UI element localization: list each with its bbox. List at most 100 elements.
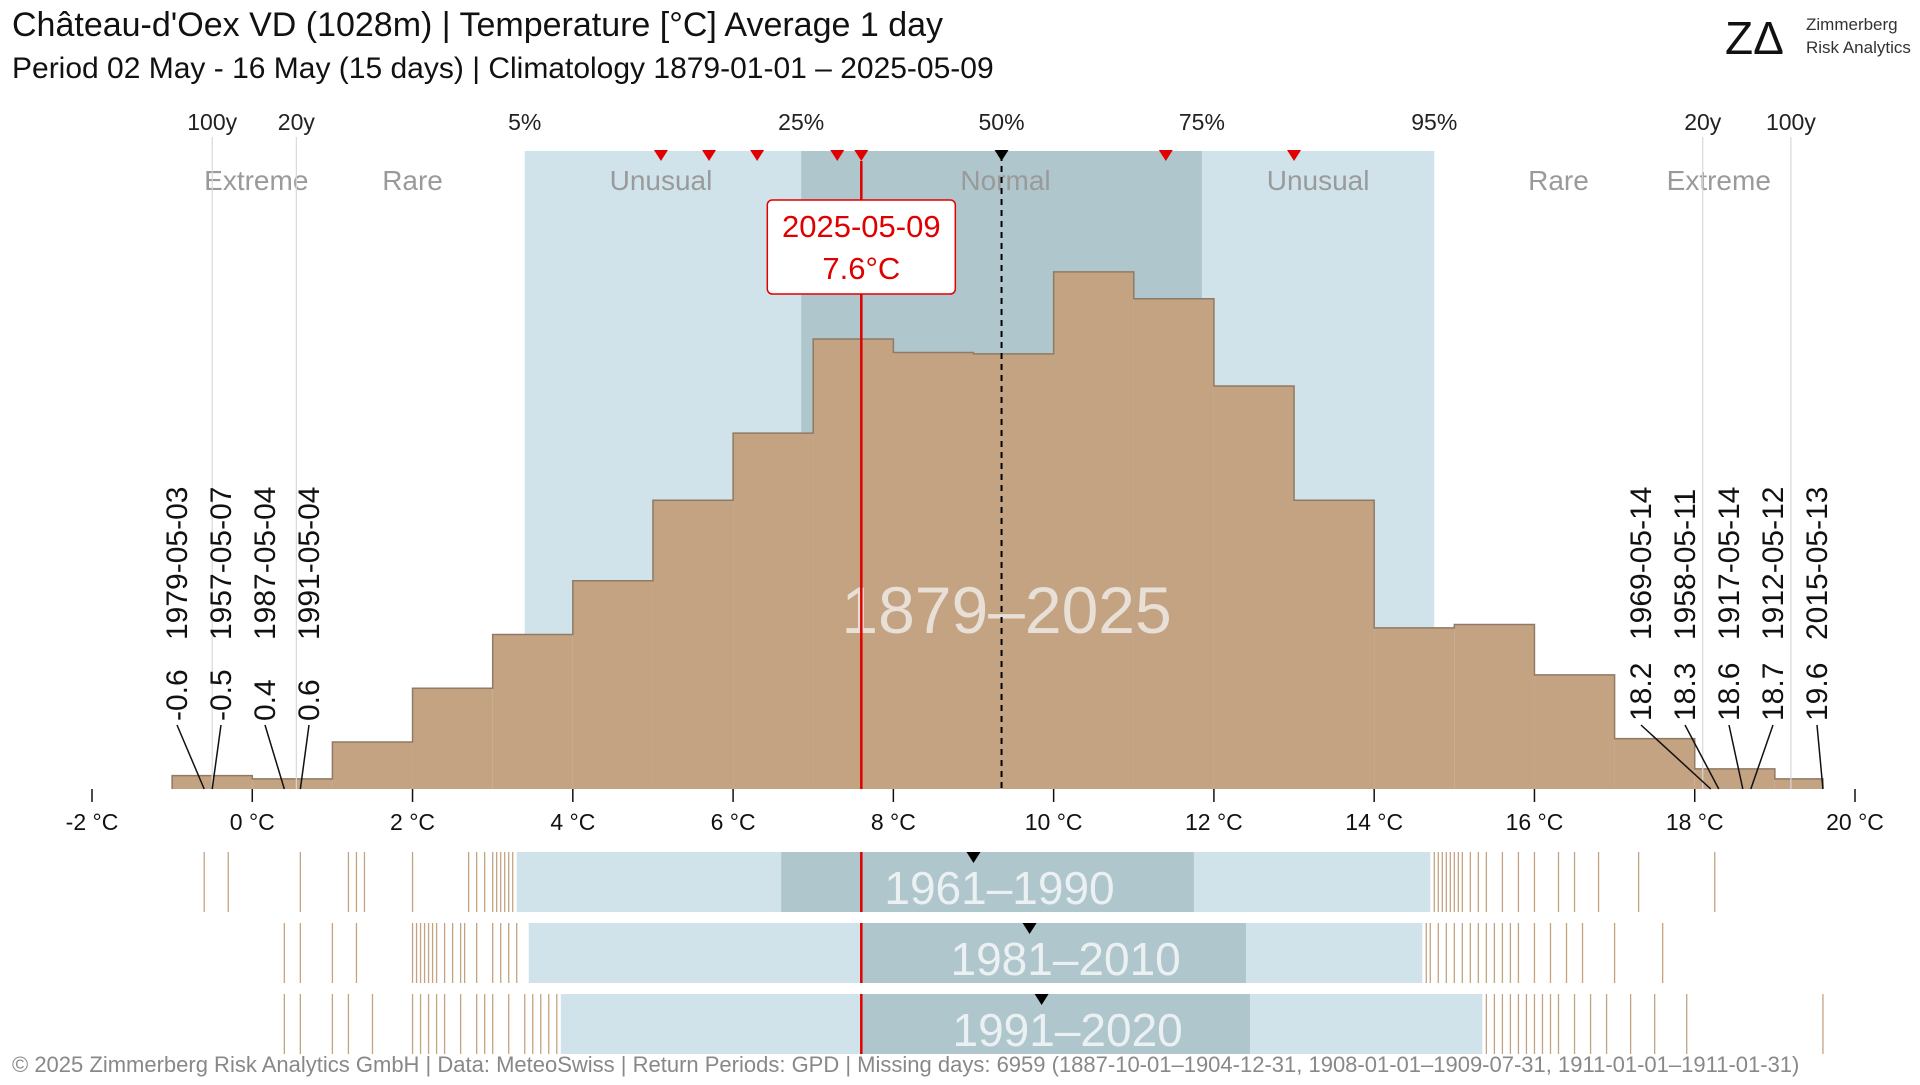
- extreme-low-date-1: 1957-05-07: [205, 487, 238, 640]
- extreme-low-value-2: 0.4: [249, 679, 282, 721]
- histogram-bar-7: [733, 433, 814, 789]
- period-1-band-inner: [861, 923, 1246, 983]
- histogram-bar-3: [412, 688, 493, 789]
- period-2-band-inner: [861, 994, 1250, 1054]
- percentile-label-1: 25%: [778, 109, 824, 135]
- extreme-low-date-2: 1987-05-04: [249, 487, 282, 640]
- recent-marker-6: [1287, 150, 1302, 161]
- return-period-label-0: 100y: [187, 109, 237, 135]
- chart-title: Château-d'Oex VD (1028m) | Temperature […: [12, 6, 943, 44]
- extreme-high-leader-4: [1816, 724, 1824, 790]
- extreme-high-leader-0: [1640, 724, 1712, 790]
- chart-subtitle: Period 02 May - 16 May (15 days) | Clima…: [12, 52, 994, 85]
- return-period-label-3: 100y: [1766, 109, 1816, 135]
- period-2-label: 1991–2020: [953, 1004, 1183, 1056]
- extreme-low-leader-2: [264, 724, 286, 790]
- extreme-high-date-3: 1912-05-12: [1757, 487, 1790, 640]
- x-tick-label-9: 16 °C: [1506, 809, 1564, 835]
- histogram-bar-11: [1053, 271, 1134, 789]
- recent-marker-4: [854, 150, 869, 161]
- category-label-5: Rare: [1528, 165, 1589, 196]
- histogram-bar-2: [332, 741, 413, 789]
- histogram-bar-5: [572, 580, 653, 789]
- x-tick-label-6: 10 °C: [1025, 809, 1083, 835]
- extreme-high-value-1: 18.3: [1669, 663, 1702, 721]
- extreme-high-date-2: 1917-05-14: [1713, 487, 1746, 640]
- extreme-high-date-0: 1969-05-14: [1625, 487, 1658, 640]
- footer-text: © 2025 Zimmerberg Risk Analytics GmbH | …: [12, 1052, 1799, 1077]
- extreme-high-value-4: 19.6: [1801, 663, 1834, 721]
- histogram: 1879–2025: [171, 271, 1824, 789]
- percentile-label-3: 75%: [1179, 109, 1225, 135]
- x-tick-label-11: 20 °C: [1826, 809, 1884, 835]
- median-marker: [994, 150, 1009, 161]
- recent-marker-3: [830, 150, 845, 161]
- percentile-label-4: 95%: [1411, 109, 1457, 135]
- category-label-2: Unusual: [610, 165, 713, 196]
- histogram-outline: [171, 271, 1824, 789]
- logo: ZΔ Zimmerberg Risk Analytics: [1725, 12, 1911, 64]
- recent-marker-0: [653, 150, 668, 161]
- extreme-high-leader-1: [1684, 724, 1720, 790]
- extreme-high-leader-3: [1750, 724, 1774, 790]
- recent-marker-2: [750, 150, 765, 161]
- category-label-6: Extreme: [1667, 165, 1771, 196]
- extreme-high-date-1: 1958-05-11: [1669, 489, 1702, 640]
- highlight-box: [766, 199, 957, 295]
- recent-marker-5: [1158, 150, 1173, 161]
- return-period-label-1: 20y: [278, 109, 316, 135]
- extreme-high-value-0: 18.2: [1625, 663, 1658, 721]
- x-tick-label-5: 8 °C: [871, 809, 916, 835]
- extreme-high-leader-2: [1728, 724, 1744, 790]
- highlight-date: 2025-05-09: [782, 209, 941, 244]
- period-0-band-inner: [781, 852, 1194, 912]
- percentile-label-0: 5%: [508, 109, 541, 135]
- category-label-1: Rare: [382, 165, 443, 196]
- histogram-bar-17: [1534, 674, 1615, 789]
- period-1-median-marker: [1022, 923, 1037, 934]
- histogram-bar-16: [1454, 624, 1535, 789]
- histogram-bar-1: [252, 778, 333, 789]
- extreme-low-leader-3: [299, 724, 310, 790]
- x-tick-label-3: 4 °C: [550, 809, 595, 835]
- extreme-high-date-4: 2015-05-13: [1801, 487, 1834, 640]
- histogram-bar-19: [1694, 768, 1775, 789]
- x-tick-label-1: 0 °C: [230, 809, 275, 835]
- histogram-bar-13: [1213, 386, 1295, 789]
- period-0-label: 1961–1990: [884, 862, 1114, 914]
- extreme-low-date-0: 1979-05-03: [161, 487, 194, 640]
- period-label: 1879–2025: [841, 573, 1171, 647]
- normal-periods: 1961–1990 1981–2010 1991–2020: [203, 852, 1824, 1056]
- logo-mark: ZΔ: [1725, 12, 1784, 64]
- histogram-bar-15: [1374, 627, 1455, 789]
- histogram-bar-20: [1774, 778, 1823, 789]
- extreme-low-value-3: 0.6: [293, 679, 326, 721]
- x-tick-label-4: 6 °C: [711, 809, 756, 835]
- percentile-label-2: 50%: [979, 109, 1025, 135]
- extreme-high-value-3: 18.7: [1757, 663, 1790, 721]
- x-tick-label-7: 12 °C: [1185, 809, 1243, 835]
- x-tick-label-0: -2 °C: [66, 809, 119, 835]
- return-period-label-2: 20y: [1684, 109, 1722, 135]
- extreme-low-date-3: 1991-05-04: [293, 487, 326, 640]
- histogram-bar-12: [1133, 298, 1214, 789]
- x-tick-label-8: 14 °C: [1345, 809, 1403, 835]
- histogram-bar-18: [1614, 738, 1695, 789]
- extreme-high-value-2: 18.6: [1713, 663, 1746, 721]
- chart-labels: 100y 20y 20y 100y 5% 25% 50% 75% 95% 2025-05-09 7.…: [66, 109, 1884, 835]
- x-tick-label-2: 2 °C: [390, 809, 435, 835]
- category-label-4: Unusual: [1267, 165, 1370, 196]
- histogram-bar-6: [652, 500, 734, 789]
- period-1-label: 1981–2010: [951, 933, 1181, 985]
- histogram-bar-9: [893, 352, 974, 789]
- extreme-low-leader-1: [211, 724, 222, 790]
- highlight-value: 7.6°C: [822, 251, 900, 286]
- recent-marker-1: [702, 150, 717, 161]
- logo-line2: Risk Analytics: [1806, 38, 1911, 57]
- period-0-median-marker: [966, 852, 981, 863]
- histogram-bar-8: [813, 339, 894, 789]
- category-label-3: Normal: [960, 165, 1050, 196]
- period-2-median-marker: [1034, 994, 1049, 1005]
